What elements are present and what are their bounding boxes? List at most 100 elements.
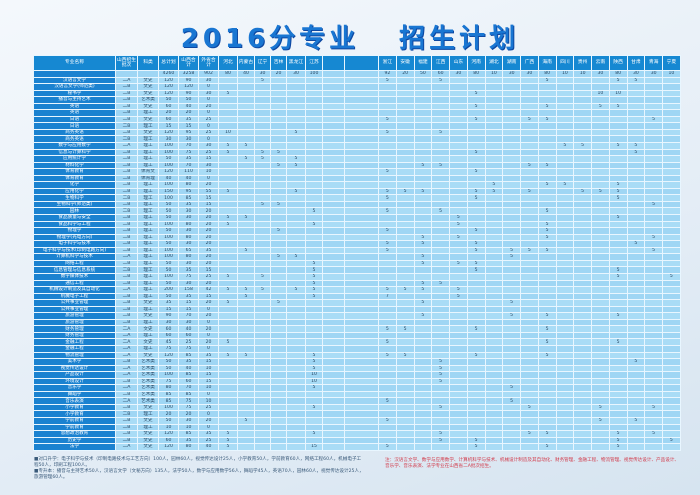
table-row: 公共事业管理 二B 理工 15 15 0 [33, 305, 681, 314]
blank-cell [344, 194, 379, 202]
blank-cell [344, 161, 379, 170]
table-row: 播音与主持艺术 二B 艺术类 50 50 0 [33, 96, 681, 104]
header-category: 科类 [137, 55, 159, 71]
province-cell: 15 [305, 443, 323, 451]
province-cell [431, 443, 450, 451]
blank-cell [344, 214, 379, 222]
province-cell [413, 443, 433, 451]
province-cell [662, 135, 681, 143]
table-row: 应用化学 二B 理工 150 95 55 5 5 5 5 5 5 5 5 5 5 5 [33, 187, 681, 196]
major-name: 电子科学与技术(印制电路方向) [33, 246, 116, 255]
header-province: 贵州 [573, 55, 592, 71]
blank-cell [344, 233, 379, 242]
blank-cell [344, 246, 379, 255]
table-row: 电子科学与技术(印制电路方向) 二B 理工 100 65 35 5 5 5 5 5 5 5 [33, 246, 681, 255]
header-shanxi: 山西合计 [178, 55, 199, 71]
title-part-1: 2016分专业 [180, 24, 360, 54]
table-row: 网络工程 二B 理工 50 30 20 5 5 5 5 [33, 259, 681, 268]
outside-cell: 40 [198, 443, 219, 451]
province-cell: 5 [608, 443, 628, 451]
province-cell [662, 148, 681, 157]
blank-cell [344, 187, 379, 196]
province-cell [573, 443, 592, 451]
table-row: 环境设计 二B 艺术类 75 60 15 10 5 [33, 377, 681, 386]
table-row: 体育教育 二B 体育文 120 110 10 5 5 [33, 168, 681, 176]
header-province: 陕西 [608, 55, 628, 71]
blank-cell [344, 174, 379, 183]
header-province: 海南 [537, 55, 557, 71]
table-row: 信息管理与信息系统 二B 理工 50 35 15 5 5 5 [33, 266, 681, 274]
province-cell [662, 194, 681, 202]
blank-cell [344, 181, 379, 189]
table-row: 信息与计算科学 二B 理工 100 75 25 5 5 5 5 5 [33, 148, 681, 157]
table-row: 化学 二B 理工 100 80 20 5 5 5 5 [33, 181, 681, 189]
header-province: 广西 [520, 55, 539, 71]
major-name: 法学 [33, 443, 116, 451]
province-cell [662, 181, 681, 189]
header-province: 甘肃 [626, 55, 646, 71]
table-row: 秘书学 二B 文史 120 90 30 5 5 10 10 [33, 89, 681, 98]
table-row: 旅游管理 二B 文史 90 70 20 5 5 5 5 [33, 312, 681, 320]
table-row: 金融工程 二A 理工 75 75 0 [33, 345, 681, 353]
shanxi-cell: 80 [178, 443, 199, 451]
title-part-2: 招生计划 [399, 24, 520, 54]
table-row: 数字媒体技术 二B 理工 100 75 25 5 5 5 5 5 [33, 272, 681, 281]
blank-cell [344, 142, 379, 150]
province-cell [237, 443, 255, 451]
enrollment-plan-table: 专业名称 山西招生批次 科类 总计划 山西合计 外省合计 河北 内蒙古 辽宁 吉林 黑龙江 江苏 浙江安… [33, 55, 681, 451]
province-cell [286, 443, 306, 451]
table-row: 物理学 二B 理工 50 30 20 5 5 5 5 [33, 227, 681, 235]
header-blank [344, 55, 379, 71]
header-province: 浙江 [378, 55, 397, 71]
footnote-upgrade: ■专升本：播音与主持艺术50人，汉语言文学（文秘方向）135人，法学50人，数学… [34, 469, 364, 480]
province-cell [662, 233, 681, 242]
province-cell [662, 443, 681, 451]
blank-cell [322, 443, 345, 451]
table-row: 美术学 二B 艺术类 50 35 15 5 5 5 [33, 358, 681, 366]
table-row: 材料化学 二B 理工 100 70 30 5 5 5 5 5 5 [33, 161, 681, 170]
blank-cell [344, 240, 379, 248]
table-row: 数学与应用数学 二A 理工 100 70 30 5 5 5 5 5 5 [33, 142, 681, 150]
province-cell [555, 443, 575, 451]
province-cell [395, 443, 415, 451]
province-cell [662, 207, 681, 215]
table-row: 体育教育 二B 体育理 40 40 0 [33, 174, 681, 183]
province-cell [626, 443, 646, 451]
province-cell [662, 174, 681, 183]
table-row: 商务英语 二B 理工 30 30 0 [33, 135, 681, 143]
header-total: 总计划 [158, 55, 179, 71]
province-cell [520, 443, 539, 451]
province-cell [644, 443, 663, 451]
table-row: 英语 二B 理工 20 20 0 [33, 109, 681, 117]
table-row: 音乐表演 二A 艺术类 85 75 10 5 5 [33, 397, 681, 405]
header-outside: 外省合计 [198, 55, 219, 71]
blank-cell [344, 148, 379, 157]
province-cell [662, 227, 681, 235]
blank-cell [344, 220, 379, 229]
province-cell [662, 220, 681, 229]
province-cell: 5 [378, 443, 397, 451]
header-province: 青海 [644, 55, 663, 71]
blank-cell [344, 135, 379, 143]
table-row: 财务管理 二A 文史 60 40 20 5 5 5 5 [33, 325, 681, 333]
header-province: 四川 [555, 55, 575, 71]
blank-cell [344, 227, 379, 235]
header-province: 内蒙古 [237, 55, 255, 71]
province-cell [662, 128, 681, 137]
table-row: 生物科学 二B 理工 100 85 15 5 5 5 [33, 194, 681, 202]
table-row: 园林 二B 理工 50 30 20 5 5 5 5 [33, 207, 681, 215]
province-cell [662, 246, 681, 255]
footnote-vocational: ■对口升学：电子科学与技术（印制电路技术与工艺方向）100人，园林60人，视觉传… [34, 457, 362, 468]
totals-row: 4260 3258 902 80 40 30 20 30 100 92 20 50 60 30 80 10 30… [33, 70, 681, 78]
header-province: 黑龙江 [286, 55, 306, 71]
header-province: 安徽 [395, 55, 415, 71]
table-row: 金融工程 二A 文史 45 25 20 5 5 5 5 [33, 338, 681, 346]
table-row: 商务英语 二B 文史 120 95 25 10 5 5 5 [33, 128, 681, 137]
header-batch: 山西招生批次 [115, 55, 138, 71]
province-cell [662, 161, 681, 170]
province-cell [662, 214, 681, 222]
header-province: 江西 [431, 55, 450, 71]
table-row: 旅游管理 二B 理工 30 30 0 [33, 318, 681, 327]
blank-cell [344, 122, 379, 130]
category-cell: 文史 [137, 443, 159, 451]
